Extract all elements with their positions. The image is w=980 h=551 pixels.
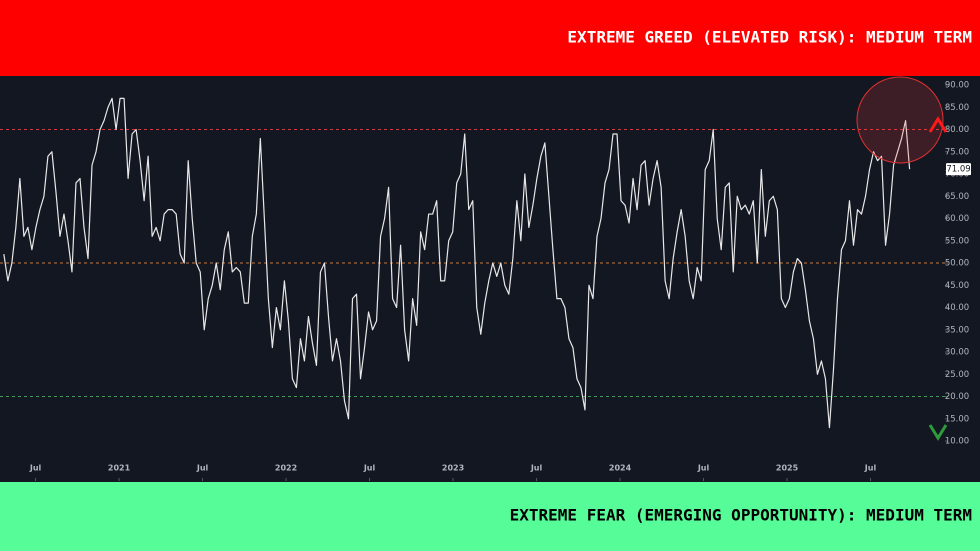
x-tick-label: 2024 <box>609 464 632 473</box>
x-tick-label: 2022 <box>275 464 297 473</box>
y-tick-label: 65.00 <box>945 192 969 202</box>
x-tick-label: 2021 <box>108 464 131 473</box>
y-tick-label: 40.00 <box>945 303 969 313</box>
y-tick-label: 15.00 <box>945 414 969 424</box>
y-tick-label: 90.00 <box>945 81 969 91</box>
y-tick-label: 55.00 <box>945 236 969 246</box>
y-tick-label: 45.00 <box>945 281 969 291</box>
arrow-head-down <box>928 424 948 441</box>
y-tick-label: 75.00 <box>945 147 969 157</box>
greed-banner <box>0 0 980 76</box>
y-tick-label: 35.00 <box>945 325 969 335</box>
x-tick-label: Jul <box>864 464 877 473</box>
x-tick-label: 2023 <box>442 464 464 473</box>
y-tick-label: 80.00 <box>945 125 969 135</box>
x-tick-label: 2025 <box>776 464 799 473</box>
highlight-circle <box>856 76 944 164</box>
y-tick-label: 30.00 <box>945 348 969 358</box>
y-tick-label: 50.00 <box>945 259 969 269</box>
x-tick-label: Jul <box>196 464 209 473</box>
arrow-head-up <box>928 116 948 133</box>
greed-label: EXTREME GREED (ELEVATED RISK): MEDIUM TE… <box>567 28 972 47</box>
x-tick-label: Jul <box>697 464 710 473</box>
y-tick-label: 25.00 <box>945 370 969 380</box>
last-value-label: 71.09 <box>946 165 970 175</box>
last-value-box <box>946 163 971 176</box>
y-tick-label: 85.00 <box>945 103 969 113</box>
y-tick-label: 10.00 <box>945 437 969 447</box>
y-tick-label: 20.00 <box>945 392 969 402</box>
x-tick-label: Jul <box>363 464 376 473</box>
x-tick-label: Jul <box>530 464 543 473</box>
x-tick-label: Jul <box>29 464 42 473</box>
fear-banner <box>0 482 980 551</box>
data-line <box>3 97 911 429</box>
fear-label: EXTREME FEAR (EMERGING OPPORTUNITY): MED… <box>510 506 972 525</box>
y-tick-label: 60.00 <box>945 214 969 224</box>
